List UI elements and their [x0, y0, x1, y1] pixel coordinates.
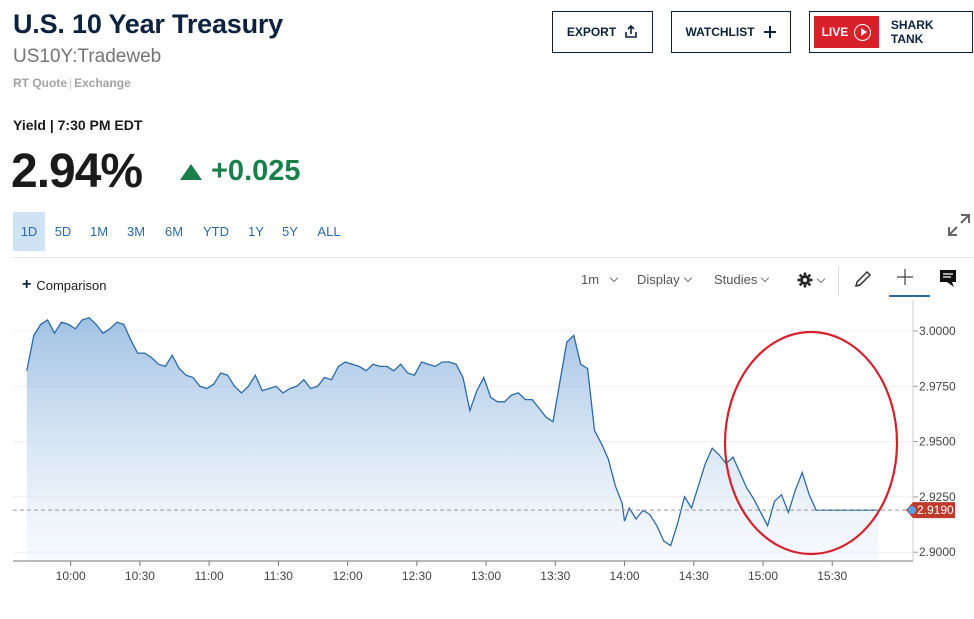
chevron-down-icon — [609, 273, 619, 283]
series-line — [26, 316, 879, 547]
export-button[interactable]: EXPORT — [552, 11, 653, 53]
x-tick-label: 15:00 — [748, 569, 778, 583]
y-tick-label: 3.0000 — [919, 324, 956, 338]
comparison-button[interactable]: + Comparison — [22, 276, 106, 294]
live-label: LIVE — [821, 25, 849, 39]
quote-type: RT Quote — [13, 76, 67, 90]
current-value-text: 2.9190 — [917, 503, 954, 517]
x-tick-label: 13:30 — [540, 569, 570, 583]
plus-icon — [763, 26, 776, 38]
price-change: +0.025 — [211, 155, 301, 187]
range-tab-all[interactable]: ALL — [317, 224, 341, 239]
crosshair-icon[interactable] — [896, 268, 922, 290]
y-tick-label: 2.9750 — [919, 379, 956, 393]
range-tab-1d[interactable]: 1D — [13, 212, 45, 251]
range-tab-ytd[interactable]: YTD — [203, 224, 229, 239]
gear-icon — [797, 272, 813, 288]
plus-icon: + — [22, 276, 32, 293]
range-tab-1m[interactable]: 1M — [89, 224, 109, 239]
pencil-icon[interactable] — [850, 268, 876, 290]
x-tick-label: 12:30 — [402, 569, 432, 583]
last-price: 2.94% — [11, 145, 143, 198]
current-value-label: 2.9190 — [906, 502, 955, 519]
range-tab-6m[interactable]: 6M — [164, 224, 184, 239]
chart-svg: 3.0000 2.9750 2.9500 2.9250 2.9000 10:00 10:3… — [13, 300, 956, 583]
export-label: EXPORT — [566, 25, 617, 39]
x-tick-label: 11:30 — [264, 569, 293, 583]
range-tab-5y[interactable]: 5Y — [282, 224, 298, 239]
toolbar-divider — [838, 266, 839, 296]
up-arrow-icon — [180, 164, 202, 180]
range-tab-3m[interactable]: 3M — [126, 224, 146, 239]
watchlist-label: WATCHLIST — [685, 25, 755, 39]
separator: | — [69, 76, 73, 90]
comparison-label: Comparison — [36, 277, 107, 293]
chevron-down-icon — [683, 273, 692, 283]
page-title: U.S. 10 Year Treasury — [13, 9, 283, 39]
annotation-circle — [723, 330, 899, 556]
play-icon — [854, 23, 872, 41]
x-tick-label: 13:00 — [471, 569, 501, 583]
x-tick-label: 10:30 — [125, 569, 155, 583]
y-tick-label: 2.9000 — [919, 545, 956, 559]
x-tick-label: 14:30 — [679, 569, 709, 583]
quote-source: RT Quote | Exchange — [13, 76, 131, 90]
active-tool-indicator — [889, 295, 930, 297]
symbol-label: US10Y:Tradeweb — [13, 46, 162, 67]
x-tick-label: 10:00 — [56, 569, 86, 583]
interval-dropdown[interactable]: 1m — [581, 272, 619, 287]
studies-dropdown[interactable]: Studies — [714, 272, 770, 287]
watchlist-button[interactable]: WATCHLIST — [671, 11, 791, 53]
studies-label: Studies — [714, 272, 758, 287]
x-tick-label: 14:00 — [610, 569, 640, 583]
display-label: Display — [637, 272, 680, 287]
display-dropdown[interactable]: Display — [637, 272, 692, 287]
price-chart[interactable]: 3.0000 2.9750 2.9500 2.9250 2.9000 10:00 10:3… — [0, 300, 974, 600]
chevron-down-icon — [816, 274, 826, 283]
quote-exchange: Exchange — [74, 76, 131, 90]
range-tabs: 1D 5D 1M 3M 6M YTD 1Y 5Y ALL — [13, 212, 351, 251]
y-tick-label: 2.9250 — [919, 490, 956, 504]
x-tick-label: 15:30 — [817, 569, 847, 583]
range-tab-5d[interactable]: 5D — [54, 224, 72, 239]
settings-dropdown[interactable] — [797, 272, 826, 288]
share-icon — [625, 25, 637, 38]
series-area — [26, 317, 879, 561]
range-tab-1y[interactable]: 1Y — [248, 224, 264, 239]
expand-icon[interactable] — [946, 212, 972, 238]
interval-label: 1m — [581, 272, 600, 287]
live-show-label: SHARK TANK — [890, 18, 934, 46]
live-badge: LIVE — [814, 16, 879, 48]
comment-icon[interactable] — [936, 268, 962, 290]
yield-timestamp: Yield | 7:30 PM EDT — [13, 117, 143, 133]
chevron-down-icon — [761, 273, 770, 283]
x-tick-label: 11:00 — [195, 569, 224, 583]
divider — [13, 257, 974, 258]
y-tick-label: 2.9500 — [919, 435, 956, 449]
x-tick-label: 12:00 — [333, 569, 363, 583]
live-tv-button[interactable]: LIVE SHARK TANK — [809, 11, 973, 53]
